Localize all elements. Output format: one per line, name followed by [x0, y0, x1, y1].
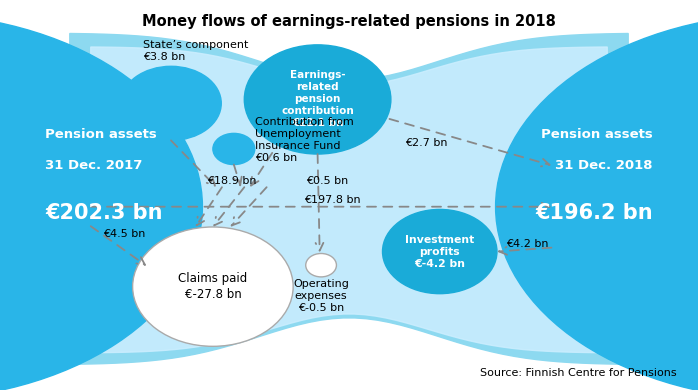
Ellipse shape: [213, 133, 255, 165]
Text: €0.5 bn: €0.5 bn: [306, 176, 348, 186]
Ellipse shape: [0, 13, 202, 390]
Ellipse shape: [121, 66, 221, 140]
Ellipse shape: [496, 13, 698, 390]
Text: €196.2 bn: €196.2 bn: [535, 202, 653, 223]
Ellipse shape: [133, 227, 293, 346]
Text: €197.8 bn: €197.8 bn: [304, 195, 360, 205]
Text: State’s component
€3.8 bn: State’s component €3.8 bn: [143, 41, 248, 62]
Polygon shape: [91, 47, 607, 353]
Text: Earnings-
related
pension
contribution
€22.1 bn: Earnings- related pension contribution €…: [281, 71, 354, 128]
Text: Source: Finnish Centre for Pensions: Source: Finnish Centre for Pensions: [480, 367, 677, 378]
Text: Contribution from
Unemployment
Insurance Fund
€0.6 bn: Contribution from Unemployment Insurance…: [255, 117, 353, 163]
Text: Operating
expenses
€-0.5 bn: Operating expenses €-0.5 bn: [293, 279, 349, 313]
Text: €202.3 bn: €202.3 bn: [45, 202, 163, 223]
Text: Investment
profits
€-4.2 bn: Investment profits €-4.2 bn: [405, 234, 475, 269]
Text: €2.7 bn: €2.7 bn: [405, 138, 447, 148]
Text: €18.9 bn: €18.9 bn: [207, 176, 257, 186]
Text: 31 Dec. 2017: 31 Dec. 2017: [45, 159, 143, 172]
Ellipse shape: [383, 209, 497, 294]
Ellipse shape: [306, 254, 336, 277]
Text: Money flows of earnings-related pensions in 2018: Money flows of earnings-related pensions…: [142, 14, 556, 28]
Ellipse shape: [244, 45, 391, 154]
Text: €4.5 bn: €4.5 bn: [103, 229, 146, 239]
Text: €4.2 bn: €4.2 bn: [506, 239, 549, 249]
Text: Claims paid
€-27.8 bn: Claims paid €-27.8 bn: [178, 272, 248, 301]
Polygon shape: [70, 34, 628, 364]
Text: Pension assets: Pension assets: [45, 128, 157, 141]
Text: Pension assets: Pension assets: [541, 128, 653, 141]
Text: 31 Dec. 2018: 31 Dec. 2018: [555, 159, 653, 172]
